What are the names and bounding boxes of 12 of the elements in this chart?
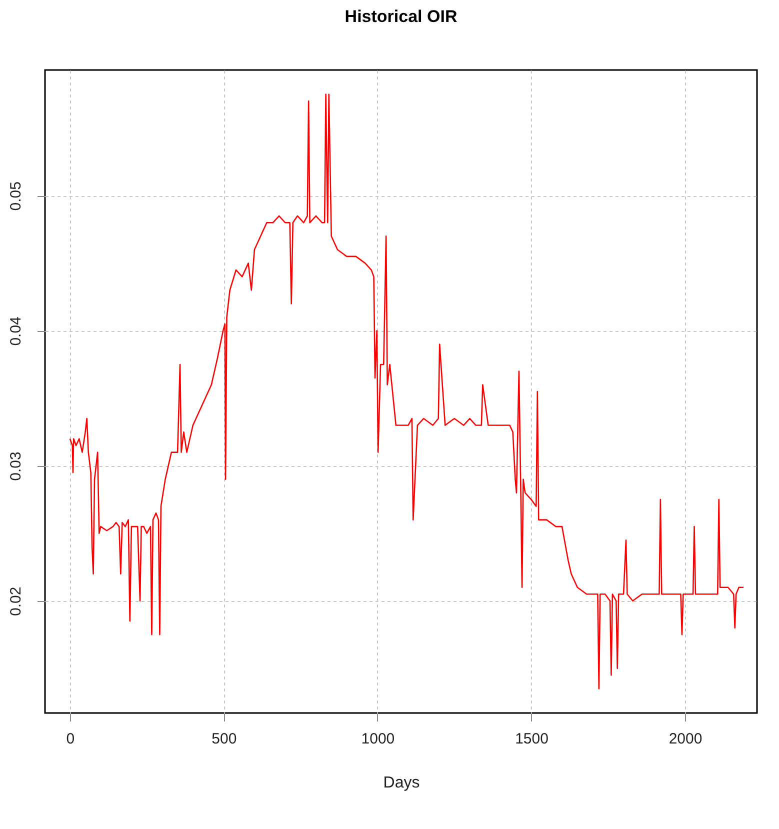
y-tick-label: 0.05 bbox=[8, 182, 24, 211]
x-axis-title: Days bbox=[383, 774, 420, 792]
y-tick-label: 0.02 bbox=[8, 586, 24, 616]
line-series bbox=[69, 94, 744, 690]
x-tick-label: 2000 bbox=[668, 730, 702, 748]
x-tick-label: 0 bbox=[66, 730, 75, 748]
x-tick-label: 1000 bbox=[361, 730, 395, 748]
y-tick-label: 0.04 bbox=[8, 316, 24, 346]
x-tick-label: 1500 bbox=[515, 730, 548, 748]
x-tick-label: 500 bbox=[212, 730, 237, 748]
y-tick-label: 0.03 bbox=[8, 452, 24, 481]
chart-title: Historical OIR bbox=[344, 7, 458, 26]
